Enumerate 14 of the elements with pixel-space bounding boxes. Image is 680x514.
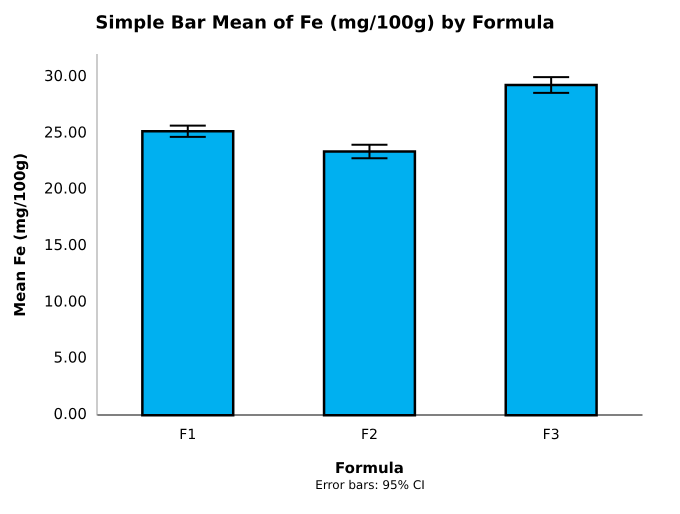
x-tick-label: F3 bbox=[542, 427, 560, 444]
chart-title: Simple Bar Mean of Fe (mg/100g) by Formula bbox=[95, 12, 555, 34]
y-axis-title: Mean Fe (mg/100g) bbox=[10, 153, 29, 317]
x-axis-title: Formula bbox=[335, 458, 404, 477]
y-tick-label: 5.00 bbox=[54, 348, 87, 367]
y-tick-label: 15.00 bbox=[44, 236, 87, 254]
y-tick-label: 0.00 bbox=[54, 405, 87, 424]
text: Error bars: 95% CI bbox=[314, 478, 426, 492]
x-tick-label: F1 bbox=[179, 427, 196, 444]
y-tick-label: 30.00 bbox=[44, 67, 87, 86]
y-tick-label: 25.00 bbox=[44, 123, 87, 142]
y-tick-label: 10.00 bbox=[44, 292, 87, 310]
y-tick-label: 20.00 bbox=[44, 180, 87, 198]
x-tick-label: F2 bbox=[360, 427, 378, 444]
